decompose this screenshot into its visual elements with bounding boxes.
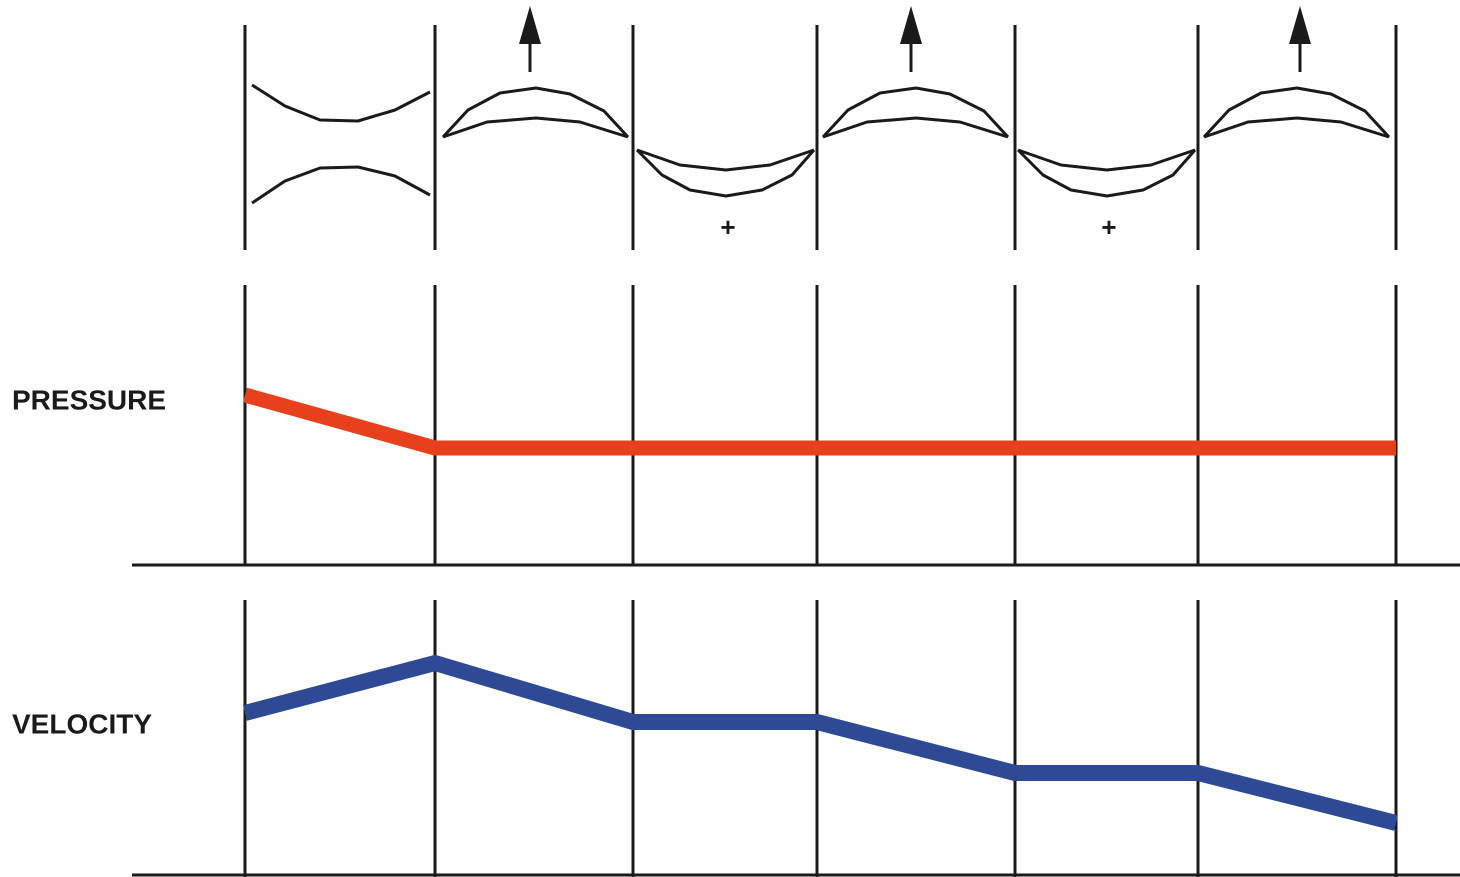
- diagram: + + PRESSURE VELOCITY: [0, 0, 1460, 877]
- top-dividers: [245, 25, 1396, 250]
- up-lens: [1204, 88, 1389, 137]
- velocity-label: VELOCITY: [12, 708, 152, 739]
- up-lens: [823, 88, 1008, 137]
- down-lens: [1018, 150, 1195, 196]
- up-arrow: [519, 6, 541, 72]
- down-lens: [637, 150, 814, 196]
- up-lens: [443, 88, 628, 137]
- up-arrow: [1289, 6, 1311, 72]
- bottom-dividers: [132, 600, 1460, 877]
- lenses: [252, 6, 1389, 203]
- plus-marker: +: [720, 212, 735, 242]
- velocity-line: [245, 663, 1396, 823]
- pressure-line: [245, 395, 1396, 448]
- up-arrow: [900, 6, 922, 72]
- constriction: [252, 85, 430, 203]
- pressure-label: PRESSURE: [12, 384, 166, 415]
- plus-marker: +: [1101, 212, 1116, 242]
